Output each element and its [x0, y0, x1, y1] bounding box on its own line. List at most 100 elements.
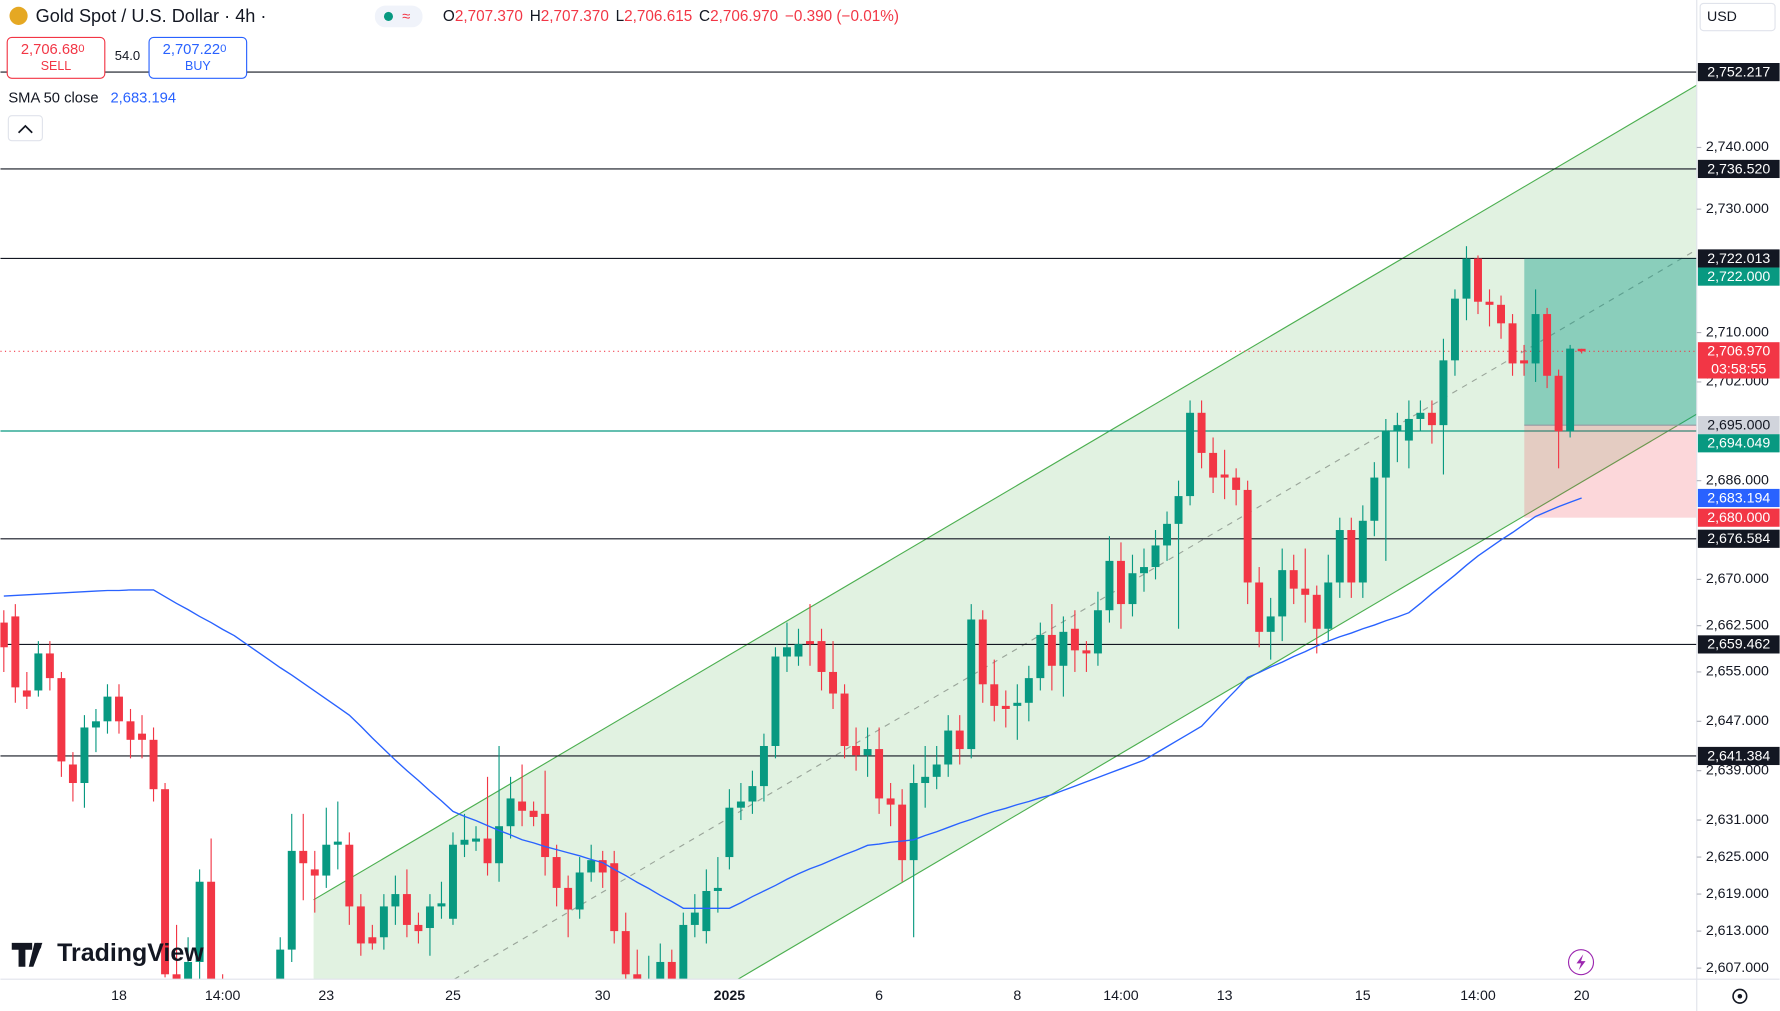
- logo-text: TradingView: [57, 939, 204, 967]
- candle-body: [840, 693, 849, 746]
- candle-body: [126, 721, 135, 740]
- candle-body: [1427, 412, 1436, 426]
- candle-body: [1289, 570, 1298, 589]
- candle-body: [356, 906, 365, 944]
- x-tick-label: 14:00: [1103, 988, 1139, 1004]
- candle-body: [529, 810, 538, 817]
- candle-body: [1312, 594, 1321, 629]
- candle-body: [587, 860, 596, 873]
- y-tick-label: 2,670.000: [1706, 571, 1769, 587]
- candle-body: [1197, 412, 1206, 453]
- price-label-box: [1697, 508, 1780, 527]
- candle-body: [1082, 650, 1091, 654]
- buy-price: 2,707.22: [163, 42, 220, 58]
- candle-body: [967, 619, 976, 750]
- candle-body: [817, 641, 826, 672]
- candle-body: [1266, 616, 1275, 632]
- buy-button[interactable]: [148, 36, 248, 79]
- channel-midline: [453, 249, 1697, 980]
- candle-body: [310, 869, 319, 876]
- profit-zone: [1524, 258, 1697, 426]
- candle-body: [1163, 523, 1172, 546]
- candle-body: [195, 881, 204, 962]
- candle-body: [1335, 530, 1344, 583]
- price-axis: 2,607.000 2,613.000 2,619.000 2,625.000 2,63…: [1696, 139, 1769, 976]
- symbol-icon: [9, 6, 28, 25]
- candle-body: [656, 961, 665, 980]
- candle-body: [345, 844, 354, 907]
- candle-body: [564, 887, 573, 910]
- ohlc-value: 2,706.615: [624, 8, 692, 25]
- x-tick-label: 15: [1355, 988, 1371, 1004]
- price-label-box: [1697, 746, 1780, 766]
- status-pill[interactable]: [374, 5, 423, 28]
- price-label: 2,722.013: [1707, 251, 1770, 267]
- candle-body: [1186, 412, 1195, 497]
- svg-text:2,706.680: 2,706.680: [21, 42, 85, 58]
- logo-mark: [11, 942, 43, 967]
- x-tick-label: 14:00: [205, 988, 241, 1004]
- candle-body: [91, 721, 100, 728]
- candle-body: [34, 653, 43, 691]
- candle-body: [771, 656, 780, 746]
- x-tick-label: 18: [111, 988, 127, 1004]
- candle-body: [1439, 360, 1448, 426]
- candle-body: [1140, 567, 1148, 574]
- x-tick-label: 23: [318, 988, 334, 1004]
- settings-dot: [1737, 993, 1743, 999]
- sell-button[interactable]: [6, 36, 106, 79]
- market-open-dot: [383, 11, 394, 21]
- candle-body: [782, 647, 791, 657]
- candle-body: [518, 801, 527, 811]
- candle-body: [1577, 348, 1586, 352]
- candle-body: [713, 887, 722, 891]
- candle-body: [1232, 477, 1241, 490]
- x-tick-label: 14:00: [1460, 988, 1496, 1004]
- price-labels: 2,752.217 2,736.520 2,722.013 2,722.000 2,70…: [1697, 63, 1780, 766]
- candle-body: [1220, 474, 1229, 478]
- candle-body: [45, 653, 54, 679]
- settings-button[interactable]: [1732, 988, 1748, 1004]
- buy-label: BUY: [185, 59, 211, 73]
- candle-body: [1485, 301, 1494, 305]
- candle-body: [207, 881, 216, 980]
- collapse-button[interactable]: [7, 115, 43, 142]
- logo-dot: [34, 942, 42, 950]
- candle-body: [172, 974, 181, 980]
- candle-body: [1209, 452, 1218, 478]
- price-label: 2,680.000: [1707, 510, 1770, 526]
- candle-body: [1531, 314, 1540, 364]
- y-tick-label: 2,607.000: [1706, 960, 1769, 976]
- currency-button[interactable]: [1699, 2, 1776, 32]
- price-label-box: [1697, 249, 1780, 268]
- y-tick-label: 2,639.000: [1706, 762, 1769, 778]
- symbol-title[interactable]: Gold Spot / U.S. Dollar · 4h ·: [36, 6, 267, 26]
- candle-body: [1093, 610, 1102, 654]
- x-tick-label: 25: [445, 988, 461, 1004]
- ohlc-legend: O2,707.370 H2,707.370 L2,706.615 C2,706.970…: [443, 8, 899, 25]
- candle-body: [1105, 560, 1114, 611]
- indicator-name[interactable]: SMA 50 close: [8, 91, 98, 107]
- candle-body: [1174, 496, 1183, 524]
- price-label-box: [1697, 434, 1780, 453]
- x-tick-label: 8: [1013, 988, 1021, 1004]
- candle-body: [22, 690, 31, 697]
- candle-body: [0, 622, 8, 648]
- candle-body: [909, 783, 918, 861]
- candle-body: [1059, 631, 1068, 666]
- ohlc-value: 2,707.370: [541, 8, 609, 25]
- status-icon: ≈: [402, 9, 410, 25]
- candle-body: [322, 844, 331, 876]
- candle-body: [103, 696, 112, 722]
- candle-body: [1324, 582, 1333, 629]
- candle-body: [437, 903, 446, 907]
- candle-body: [449, 844, 457, 919]
- candle-body: [921, 776, 930, 784]
- candle-body: [1024, 678, 1033, 703]
- candle-body: [806, 641, 814, 645]
- candle-body: [633, 974, 642, 980]
- x-tick-label: 13: [1217, 988, 1233, 1004]
- price-label: 2,706.970: [1707, 344, 1770, 360]
- ohlc-value: 2,706.970: [710, 8, 778, 25]
- candle-body: [1381, 431, 1390, 478]
